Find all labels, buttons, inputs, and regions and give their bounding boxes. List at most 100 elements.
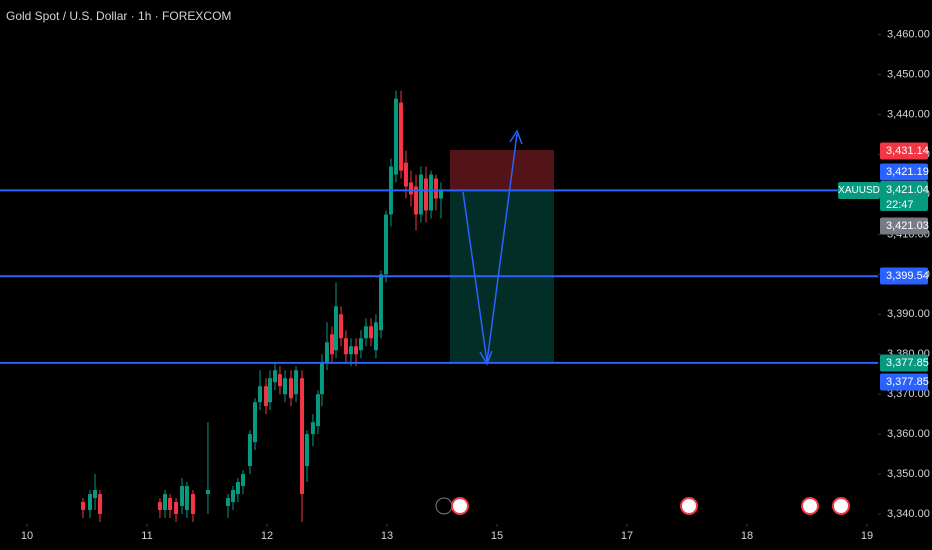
event-icons	[435, 497, 850, 515]
candle-body	[264, 386, 269, 407]
candle-body	[384, 214, 389, 275]
candle-body	[162, 494, 167, 511]
candle-body	[378, 274, 383, 331]
price-tag-label: 3,377.85	[886, 357, 929, 369]
candle-body	[330, 334, 335, 355]
arrows	[462, 129, 523, 366]
candle-body	[168, 498, 173, 511]
candle-body	[418, 174, 423, 215]
candle-body	[300, 378, 305, 495]
candle-body	[157, 502, 162, 511]
candle-body	[324, 342, 329, 363]
price-tag-label: 3,421.03	[886, 220, 929, 232]
price-tags: 3,431.14 3,421.19 3,421.04 3,421.03 3,399.54…	[838, 142, 929, 391]
candle-body	[315, 394, 320, 427]
candle-body	[339, 314, 344, 339]
candle-body	[294, 370, 299, 395]
countdown: 22:47	[886, 199, 914, 211]
price-tag-label: 3,399.54	[886, 270, 929, 282]
y-tick-label: 3,340.00	[887, 508, 930, 520]
x-tick-label: 13	[381, 530, 393, 542]
candle-body	[282, 378, 287, 395]
candle-body	[354, 346, 359, 355]
candle-body	[288, 378, 293, 399]
candle-body	[408, 182, 413, 195]
candle-body	[205, 490, 210, 495]
candle-body	[414, 186, 419, 215]
candle-body	[247, 434, 252, 467]
candle-body	[423, 178, 428, 211]
y-tick-label: 3,450.00	[887, 69, 930, 81]
candle-body	[369, 326, 374, 339]
candle-body	[93, 490, 98, 499]
y-tick-label: 3,350.00	[887, 468, 930, 480]
event-icon	[680, 497, 698, 515]
candle-body	[348, 346, 353, 355]
candle-body	[184, 486, 189, 511]
x-tick-label: 18	[741, 530, 753, 542]
x-tick-label: 10	[21, 530, 33, 542]
y-tick-label: 3,360.00	[887, 428, 930, 440]
candle-body	[399, 102, 404, 171]
candle-body	[190, 494, 195, 515]
x-tick-label: 11	[141, 530, 152, 542]
candle-body	[373, 322, 378, 351]
price-tag-label: 3,377.85	[886, 376, 929, 388]
candle-body	[252, 402, 257, 443]
candle-body	[258, 386, 263, 403]
candle-body	[333, 306, 338, 351]
candle-body	[304, 434, 309, 467]
price-tag	[880, 163, 928, 181]
price-tag	[880, 142, 928, 160]
candle-body	[393, 98, 398, 175]
y-tick-label: 3,460.00	[887, 29, 930, 41]
x-tick-label: 17	[621, 530, 633, 542]
arrow-head	[479, 350, 493, 366]
candle-body	[358, 338, 363, 351]
candle-body	[240, 474, 245, 487]
x-tick-label: 19	[861, 530, 873, 542]
candle-body	[273, 370, 278, 383]
candle-body	[97, 494, 102, 515]
candle-body	[225, 498, 230, 507]
x-tick-label: 15	[491, 530, 503, 542]
price-tag	[880, 267, 928, 285]
candle-body	[81, 502, 86, 511]
candle-body	[277, 374, 282, 387]
event-icon	[801, 497, 819, 515]
event-icon	[832, 497, 850, 515]
candle-body	[231, 490, 236, 503]
candle-body	[267, 378, 272, 403]
price-tag-label: 3,431.14	[886, 145, 929, 157]
candle-body	[343, 338, 348, 355]
stop-zone	[449, 150, 555, 191]
y-tick-label: 3,390.00	[887, 308, 930, 320]
symbol-tag	[838, 182, 880, 199]
candle-body	[87, 494, 92, 511]
arrow-head	[509, 129, 523, 145]
symbol-label: XAUUSD	[838, 185, 880, 196]
chart-title: Gold Spot / U.S. Dollar · 1h · FOREXCOM	[6, 9, 231, 23]
price-tag	[880, 373, 928, 391]
candle-body	[310, 422, 315, 435]
y-tick-label: 3,370.00	[887, 388, 930, 400]
price-tag	[880, 217, 928, 235]
candle-body	[429, 174, 434, 211]
price-tag-label: 3,421.19	[886, 166, 929, 178]
candle-body	[433, 178, 438, 199]
y-tick-label: 3,440.00	[887, 109, 930, 121]
candle-body	[363, 326, 368, 339]
candle-body	[235, 482, 240, 495]
candle-body	[174, 502, 179, 515]
candle-body	[403, 162, 408, 187]
price-tag	[880, 354, 928, 372]
event-icon	[451, 497, 469, 515]
candle-body	[180, 486, 185, 507]
candle-body	[438, 190, 443, 199]
price-tag	[880, 181, 928, 211]
price-tag-label: 3,421.04	[886, 184, 929, 196]
x-tick-label: 12	[261, 530, 273, 542]
candle-body	[319, 362, 324, 395]
